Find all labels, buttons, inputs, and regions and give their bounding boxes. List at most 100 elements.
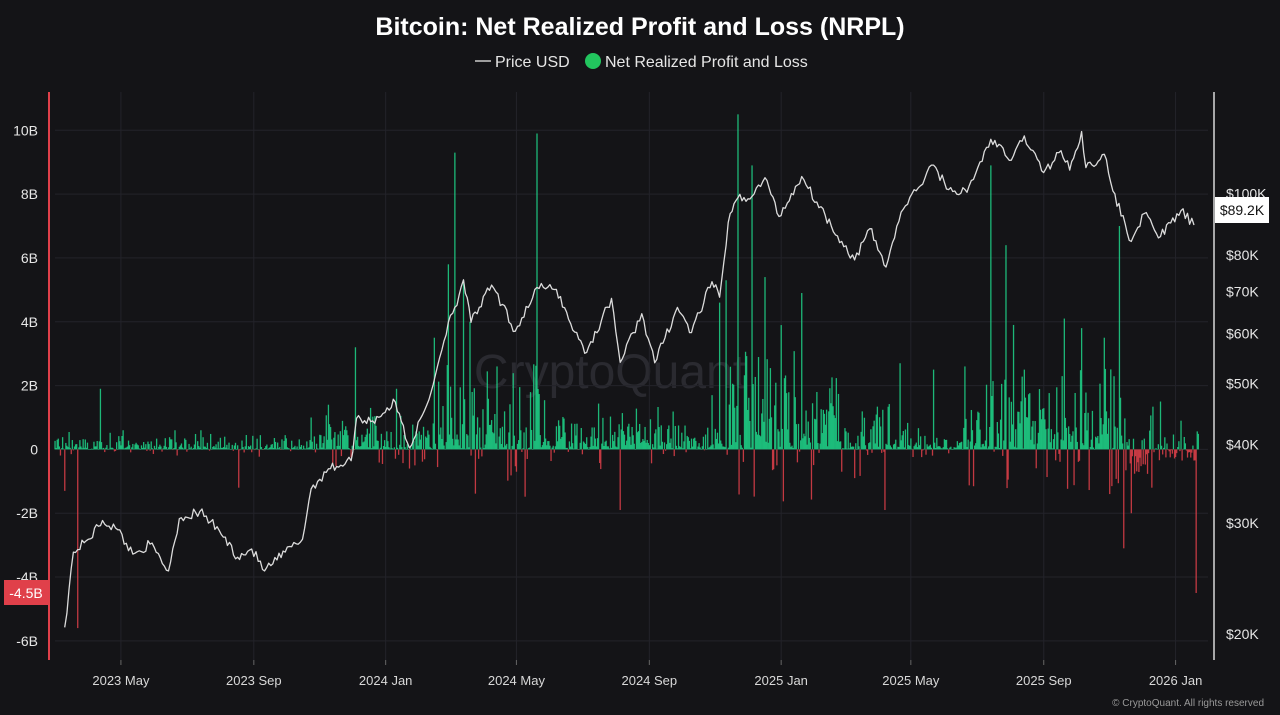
nrpl-bar [676, 448, 679, 450]
nrpl-bar [323, 436, 325, 450]
nrpl-bar [517, 440, 520, 450]
nrpl-bar [1149, 430, 1151, 450]
nrpl-bar [179, 445, 182, 450]
nrpl-bar [281, 439, 283, 450]
nrpl-bar [1181, 449, 1183, 461]
nrpl-bar [353, 449, 356, 450]
nrpl-bar [272, 447, 274, 450]
nrpl-bar [988, 446, 990, 450]
chart-title: Bitcoin: Net Realized Profit and Loss (N… [375, 13, 904, 41]
nrpl-bar [309, 440, 311, 450]
nrpl-bar [469, 321, 471, 450]
nrpl-bar [1078, 449, 1081, 461]
nrpl-bar [964, 366, 966, 450]
nrpl-bar [927, 446, 929, 450]
nrpl-bar [707, 427, 709, 450]
legend-item-price[interactable]: Price USD [475, 54, 570, 71]
nrpl-bar [207, 448, 210, 450]
nrpl-bar [393, 447, 396, 450]
nrpl-bar [668, 425, 670, 450]
nrpl-bar [315, 443, 318, 450]
nrpl-bar [961, 441, 963, 450]
nrpl-bar [859, 449, 861, 476]
nrpl-bar [1110, 369, 1112, 450]
nrpl-bar [908, 444, 910, 450]
nrpl-bar [763, 421, 765, 450]
nrpl-bar [387, 441, 389, 450]
nrpl-bar [466, 434, 468, 450]
nrpl-bar [965, 418, 967, 450]
legend-item-nrpl[interactable]: Net Realized Profit and Loss [585, 53, 808, 71]
nrpl-bar [453, 445, 455, 450]
nrpl-bar [771, 449, 774, 471]
nrpl-bar [748, 397, 750, 450]
nrpl-bar [247, 446, 250, 450]
nrpl-bar [286, 447, 289, 450]
nrpl-bar [1070, 441, 1072, 450]
nrpl-bar [1066, 449, 1069, 489]
nrpl-bar [1138, 449, 1140, 472]
nrpl-bar [392, 448, 394, 450]
nrpl-bar [88, 449, 91, 450]
nrpl-bar [553, 449, 555, 453]
nrpl-bar [857, 435, 859, 450]
nrpl-bar [58, 446, 61, 450]
nrpl-bar [1189, 449, 1191, 453]
nrpl-bar [63, 448, 65, 450]
nrpl-bar [706, 449, 708, 450]
nrpl-bar [689, 448, 692, 450]
nrpl-bar [1022, 448, 1024, 450]
nrpl-bar [364, 436, 366, 450]
nrpl-bar [832, 406, 834, 450]
nrpl-bar [1122, 443, 1124, 450]
nrpl-bar [438, 381, 440, 450]
nrpl-bar [1151, 449, 1153, 488]
nrpl-bar [493, 433, 495, 450]
nrpl-bar [794, 397, 796, 450]
nrpl-bar [775, 382, 777, 450]
nrpl-bar [620, 429, 622, 450]
nrpl-bar [358, 445, 360, 450]
nrpl-bar [678, 446, 681, 450]
y-left-tick-label: 4B [21, 314, 38, 330]
nrpl-bar [1182, 448, 1184, 450]
nrpl-bar [76, 444, 78, 450]
nrpl-bar [1056, 387, 1058, 450]
nrpl-bar [860, 431, 862, 450]
nrpl-bar [1131, 449, 1134, 457]
nrpl-bar [213, 446, 215, 450]
nrpl-bar [913, 446, 915, 450]
nrpl-bar [91, 448, 93, 450]
nrpl-bar [1085, 392, 1087, 450]
nrpl-bar [225, 447, 227, 450]
nrpl-bar [955, 447, 957, 450]
nrpl-bar [930, 447, 933, 450]
nrpl-bar [753, 449, 755, 497]
nrpl-bar [124, 447, 126, 450]
nrpl-bar [669, 442, 671, 450]
nrpl-bar [752, 384, 754, 450]
nrpl-bar [158, 446, 160, 450]
nrpl-bar [788, 392, 790, 450]
nrpl-bar [477, 449, 480, 459]
nrpl-bar [1082, 443, 1084, 450]
nrpl-tag-label: -4.5B [9, 585, 42, 601]
nrpl-bar [967, 439, 969, 450]
nrpl-bar [818, 449, 820, 453]
nrpl-bar [781, 428, 783, 450]
nrpl-bar [106, 445, 108, 450]
nrpl-bar [785, 393, 788, 450]
nrpl-bar [193, 444, 196, 450]
nrpl-bar [1118, 226, 1121, 450]
nrpl-bar [1038, 389, 1041, 450]
nrpl-bar [635, 408, 638, 450]
nrpl-bar [1162, 449, 1164, 455]
nrpl-bar [608, 448, 611, 450]
nrpl-bar [764, 277, 766, 450]
nrpl-bar [498, 436, 500, 450]
nrpl-bar [864, 445, 867, 450]
price-line [64, 130, 1195, 628]
nrpl-bar [619, 449, 621, 511]
copyright-text: © CryptoQuant. All rights reserved [1112, 698, 1264, 709]
nrpl-bar [1170, 449, 1172, 451]
